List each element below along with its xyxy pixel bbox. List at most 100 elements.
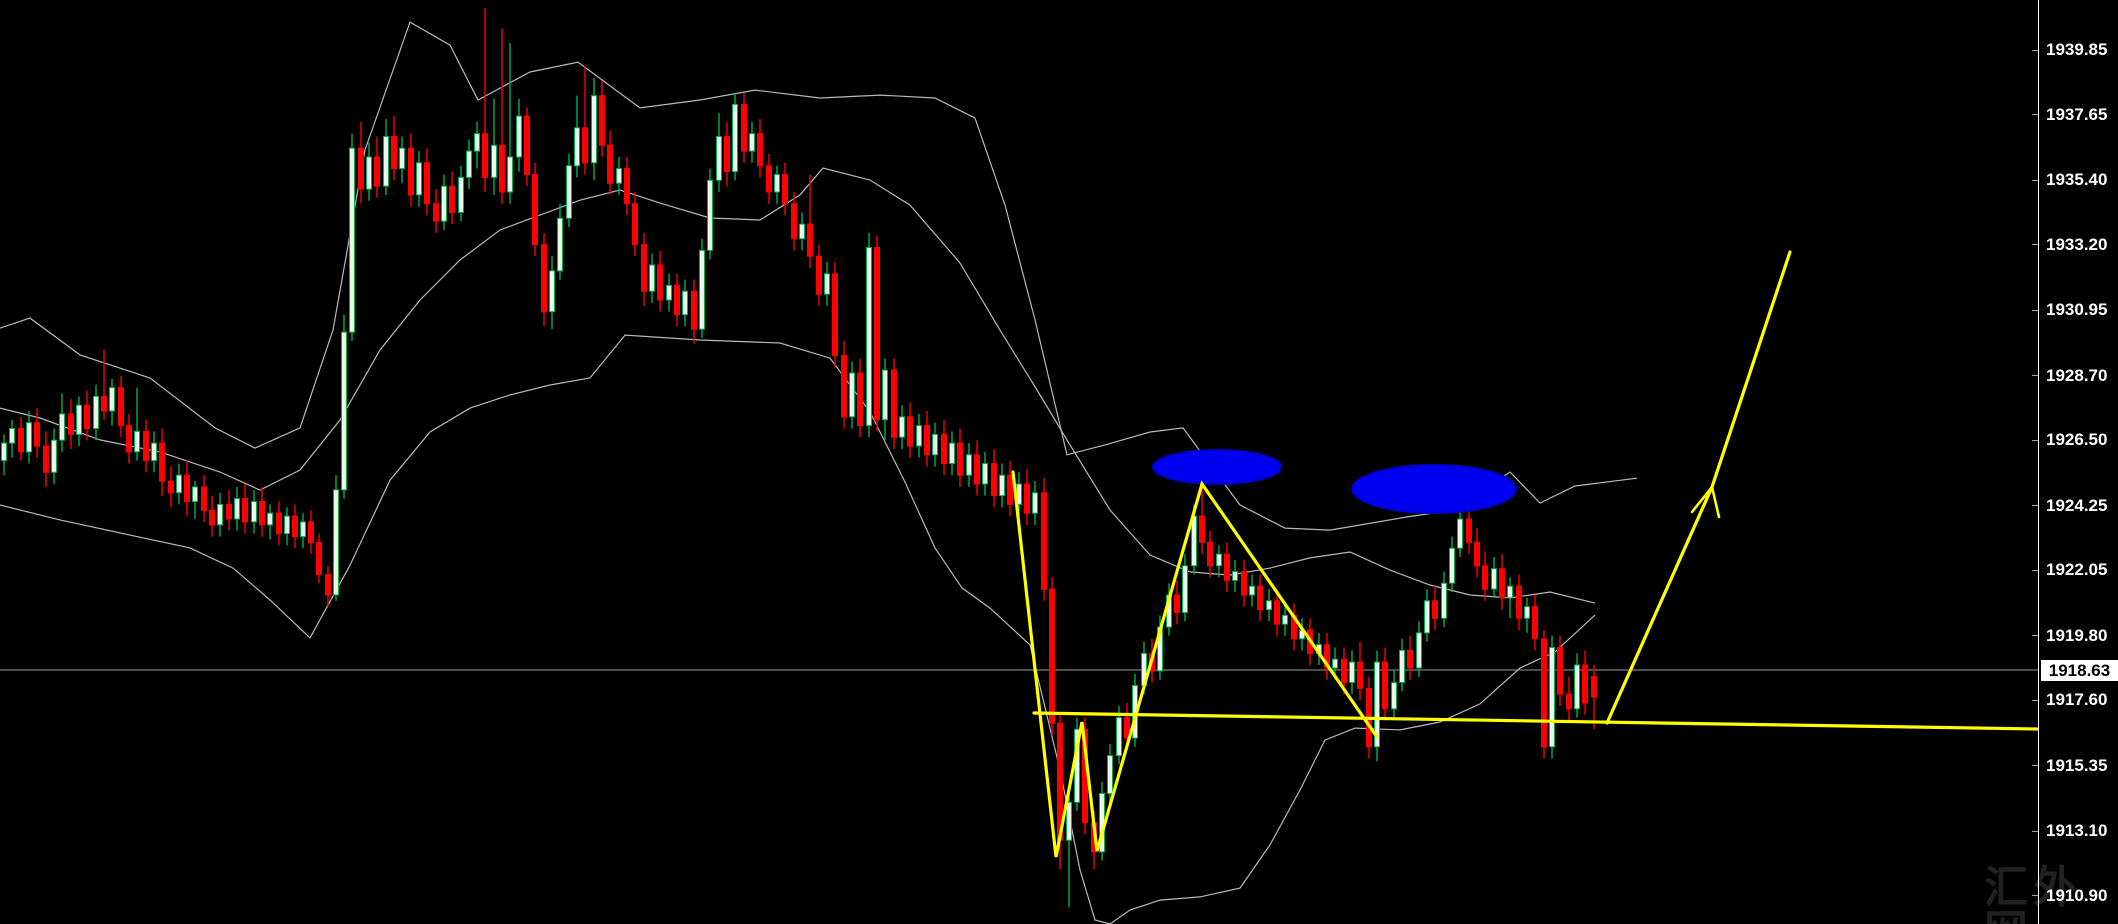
bear-candle-body xyxy=(641,244,647,292)
bear-candle-body xyxy=(791,203,797,240)
bull-candle-body xyxy=(507,156,513,193)
bear-candle-body xyxy=(816,255,822,295)
bear-candle-body xyxy=(84,404,90,430)
bear-candle-body xyxy=(1407,649,1413,669)
bull-candle-body xyxy=(134,430,140,453)
bear-candle-body xyxy=(657,264,663,301)
w-pattern-zigzag[interactable] xyxy=(1011,470,1379,858)
bear-candle-body xyxy=(68,413,74,435)
bear-candle-body xyxy=(766,165,772,193)
bollinger-lower-band xyxy=(0,334,1596,924)
bull-candle-body xyxy=(1391,682,1397,710)
bull-candle-body xyxy=(1524,606,1530,619)
bear-candle-body xyxy=(242,498,248,523)
bull-candle-body xyxy=(982,463,988,485)
bear-candle-body xyxy=(168,480,174,494)
bull-candle-body xyxy=(932,433,938,456)
bear-candle-body xyxy=(1257,585,1263,611)
bull-candle-body xyxy=(26,422,32,453)
bull-candle-body xyxy=(649,264,655,292)
bear-candle-body xyxy=(624,168,630,205)
bear-candle-body xyxy=(1341,658,1347,684)
bear-candle-body xyxy=(1582,664,1588,704)
bear-candle-body xyxy=(941,433,947,465)
bear-candle-body xyxy=(1124,717,1130,739)
bull-candle-body xyxy=(899,416,905,438)
bear-candle-body xyxy=(1466,518,1472,543)
bull-candle-body xyxy=(1216,553,1222,567)
arrow-head-barb xyxy=(1710,485,1721,519)
bull-candle-body xyxy=(916,425,922,447)
bull-candle-body xyxy=(866,247,872,427)
bear-candle-body xyxy=(101,395,107,412)
bull-candle-body xyxy=(1116,717,1122,757)
bear-candle-body xyxy=(259,501,265,526)
bull-candle-body xyxy=(1107,755,1113,795)
bear-candle-body xyxy=(757,133,763,167)
bollinger-middle-band xyxy=(0,167,1596,604)
ellipse-annotation[interactable] xyxy=(1152,449,1282,485)
current-price-tag: 1918.63 xyxy=(2041,659,2118,681)
bear-candle-body xyxy=(143,430,149,462)
bear-candle-body xyxy=(1174,594,1180,613)
bull-candle-body xyxy=(949,442,955,465)
bear-candle-body xyxy=(832,273,838,357)
bull-candle-body xyxy=(516,115,522,158)
bull-candle-body xyxy=(682,290,688,316)
bear-candle-body xyxy=(316,541,322,576)
bull-candle-body xyxy=(416,162,422,196)
bear-candle-body xyxy=(276,512,282,535)
bull-candle-body xyxy=(1491,568,1497,590)
bull-candle-body xyxy=(234,498,240,520)
bull-candle-body xyxy=(441,185,447,222)
bear-candle-body xyxy=(1516,585,1522,619)
bull-candle-body xyxy=(557,217,563,272)
bear-candle-body xyxy=(632,203,638,246)
bull-candle-body xyxy=(1266,600,1272,611)
bear-candle-body xyxy=(782,174,788,205)
bull-candle-body xyxy=(1066,801,1072,841)
bollinger-upper-band xyxy=(0,21,1638,531)
bull-candle-body xyxy=(1574,664,1580,710)
bull-candle-body xyxy=(966,454,972,476)
bear-candle-body xyxy=(1532,606,1538,640)
bear-candle-body xyxy=(209,509,215,526)
bear-candle-body xyxy=(126,425,132,453)
bull-candle-body xyxy=(284,515,290,535)
bull-candle-body xyxy=(1549,647,1555,748)
support-trendline[interactable] xyxy=(1032,711,2039,731)
bull-candle-body xyxy=(9,428,15,444)
bear-candle-body xyxy=(1474,541,1480,567)
bear-candle-body xyxy=(482,133,488,178)
bear-candle-body xyxy=(424,162,430,205)
bull-candle-body xyxy=(1457,518,1463,549)
bear-candle-body xyxy=(857,372,863,427)
projection-trendline[interactable] xyxy=(1605,250,1792,725)
bear-candle-body xyxy=(1274,600,1280,625)
bull-candle-body xyxy=(1399,649,1405,684)
bear-candle-body xyxy=(974,454,980,485)
bull-candle-body xyxy=(366,156,372,190)
ellipse-annotation[interactable] xyxy=(1351,464,1517,514)
bull-candle-body xyxy=(824,273,830,295)
bull-candle-body xyxy=(849,372,855,418)
arrow-head-barb xyxy=(1690,485,1714,514)
bear-candle-body xyxy=(391,136,397,170)
bear-candle-body xyxy=(691,290,697,330)
bull-candle-body xyxy=(1449,547,1455,584)
bull-candle-body xyxy=(1416,632,1422,669)
bull-candle-body xyxy=(474,133,480,152)
bull-candle-body xyxy=(749,133,755,152)
bull-candle-body xyxy=(1374,661,1380,748)
bull-candle-body xyxy=(1507,585,1513,599)
bull-candle-body xyxy=(716,136,722,181)
bull-candle-body xyxy=(51,439,57,473)
bear-candle-body xyxy=(724,136,730,172)
bear-candle-body xyxy=(118,387,124,427)
bear-candle-body xyxy=(1224,553,1230,581)
bear-candle-body xyxy=(408,147,414,196)
bull-candle-body xyxy=(1182,565,1188,613)
bull-candle-body xyxy=(458,176,464,213)
bear-candle-body xyxy=(1499,568,1505,599)
